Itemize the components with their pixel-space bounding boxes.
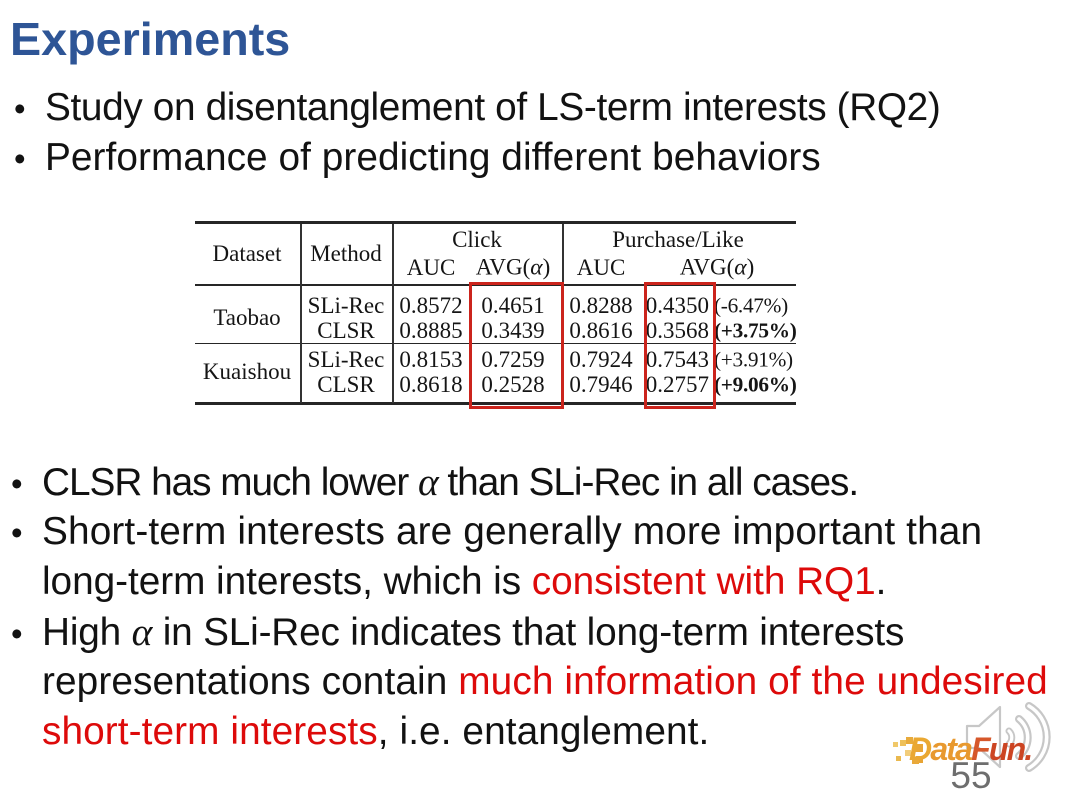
list-item: • Short-term interests are generally more… [11,507,982,557]
list-item: • Performance of predicting different beh… [14,133,821,183]
bullet-text: representations contain [42,660,459,703]
avg-label-part: AVG( [475,254,531,280]
cell-method: CLSR [317,372,375,397]
cell-click-auc: 0.8618 [399,372,463,397]
list-item: • Study on disentanglement of LS-term int… [14,83,941,133]
bullet-text: than SLi-Rec in all cases. [437,461,859,504]
list-item-continuation: representations contain much information… [11,657,1048,707]
logo-pixel-square [896,756,901,761]
bullet-text: in SLi-Rec indicates that long-term inte… [152,611,905,654]
cell-pl-delta: (-6.47%) [714,293,788,318]
bullet-text: , i.e. entanglement. [377,710,710,753]
bullet-marker: • [11,514,23,551]
highlighted-text: short-term interests [42,710,378,753]
avg-label-part: AVG( [679,254,735,280]
alpha-symbol: α [131,610,153,654]
col-header-dataset: Dataset [212,241,282,266]
bullet-text: . [875,560,887,603]
table-rule-bottom [195,402,796,405]
group-header-click: Click [452,227,502,252]
dataset-label: Taobao [213,305,281,330]
logo-letter: ata [930,731,973,767]
cell-click-auc: 0.8572 [399,293,463,318]
cell-pl-auc: 0.7946 [569,372,633,397]
bullet-text: Short-term interests are generally more … [42,510,983,553]
cell-pl-avg: 0.4350 [645,293,709,318]
logo-pixel-square [906,737,913,744]
bullet-text: Performance of predicting different beha… [45,136,821,179]
bullet-text: long-term interests, which is [42,560,532,603]
logo-pixel-square [916,756,923,763]
avg-label-part: ) [542,254,551,280]
col-header-method: Method [310,241,382,266]
cell-click-avg: 0.7259 [481,347,545,372]
table-vline [300,224,302,403]
sub-header-avg-alpha: AVG(α) [680,255,755,282]
dataset-label: Kuaishou [202,359,292,384]
bullet-marker: • [11,465,23,502]
sub-header-avg-alpha: AVG(α) [476,255,551,282]
results-table: Dataset Method Click Purchase/Like AUC A… [195,221,797,409]
alpha-symbol: α [530,254,543,281]
table-vline [392,224,394,403]
table-rule-top [195,221,796,224]
highlight-box-pl-avg [644,282,716,409]
logo-pixel-square [905,750,911,756]
logo-letter: D [909,731,932,767]
sub-header-auc: AUC [406,255,456,280]
highlighted-text: much information of the undesired [458,660,1048,703]
logo-pixel-square [915,744,923,752]
cell-click-auc: 0.8885 [399,318,463,343]
cell-pl-avg: 0.3568 [645,318,709,343]
cell-click-auc: 0.8153 [399,347,463,372]
logo-pixel-square [893,742,898,747]
cell-pl-auc: 0.8616 [569,318,633,343]
cell-pl-delta: (+3.91%) [714,347,793,372]
bullet-marker: • [14,90,26,127]
highlighted-text: consistent with RQ1 [531,560,876,603]
cell-click-avg: 0.2528 [481,372,545,397]
group-header-purchase-like: Purchase/Like [612,227,744,252]
bullet-text: High [42,611,132,654]
page-title: Experiments [10,13,291,65]
page-number: 55 [950,755,992,796]
cell-click-avg: 0.3439 [481,318,545,343]
cell-pl-delta: (+9.06%) [714,372,797,397]
cell-pl-avg: 0.7543 [645,347,709,372]
logo-letter: F [971,731,991,767]
bullet-marker: • [14,140,26,177]
sub-header-auc: AUC [576,255,626,280]
avg-label-part: ) [746,254,755,280]
cell-pl-delta: (+3.75%) [714,318,797,343]
highlight-box-click-avg [469,282,564,409]
datafun-logo: DataFun. [909,731,1033,768]
bullet-text: CLSR has much lower [42,461,418,504]
alpha-symbol: α [734,254,747,281]
cell-method: SLi-Rec [307,347,385,372]
cell-method: CLSR [317,318,375,343]
list-item: • CLSR has much lower α than SLi-Rec in a… [11,457,859,507]
logo-pixel-square [900,740,906,746]
cell-pl-auc: 0.7924 [569,347,633,372]
cell-click-avg: 0.4651 [481,293,545,318]
table-rule-mid [195,342,796,345]
cell-pl-auc: 0.8288 [569,293,633,318]
logo-letter: un. [988,731,1033,767]
speaker-icon [965,702,1051,772]
bullet-text: Study on disentanglement of LS-term inte… [45,86,941,129]
cell-pl-avg: 0.2757 [645,372,709,397]
list-item: • High α in SLi-Rec indicates that long-t… [11,607,904,657]
list-item-continuation: long-term interests, which is consistent… [11,557,886,607]
cell-method: SLi-Rec [307,293,385,318]
logo-pixel-square [912,757,919,764]
alpha-symbol: α [417,460,439,504]
list-item-continuation: short-term interests, i.e. entanglement. [11,707,709,757]
bullet-marker: • [11,615,23,652]
